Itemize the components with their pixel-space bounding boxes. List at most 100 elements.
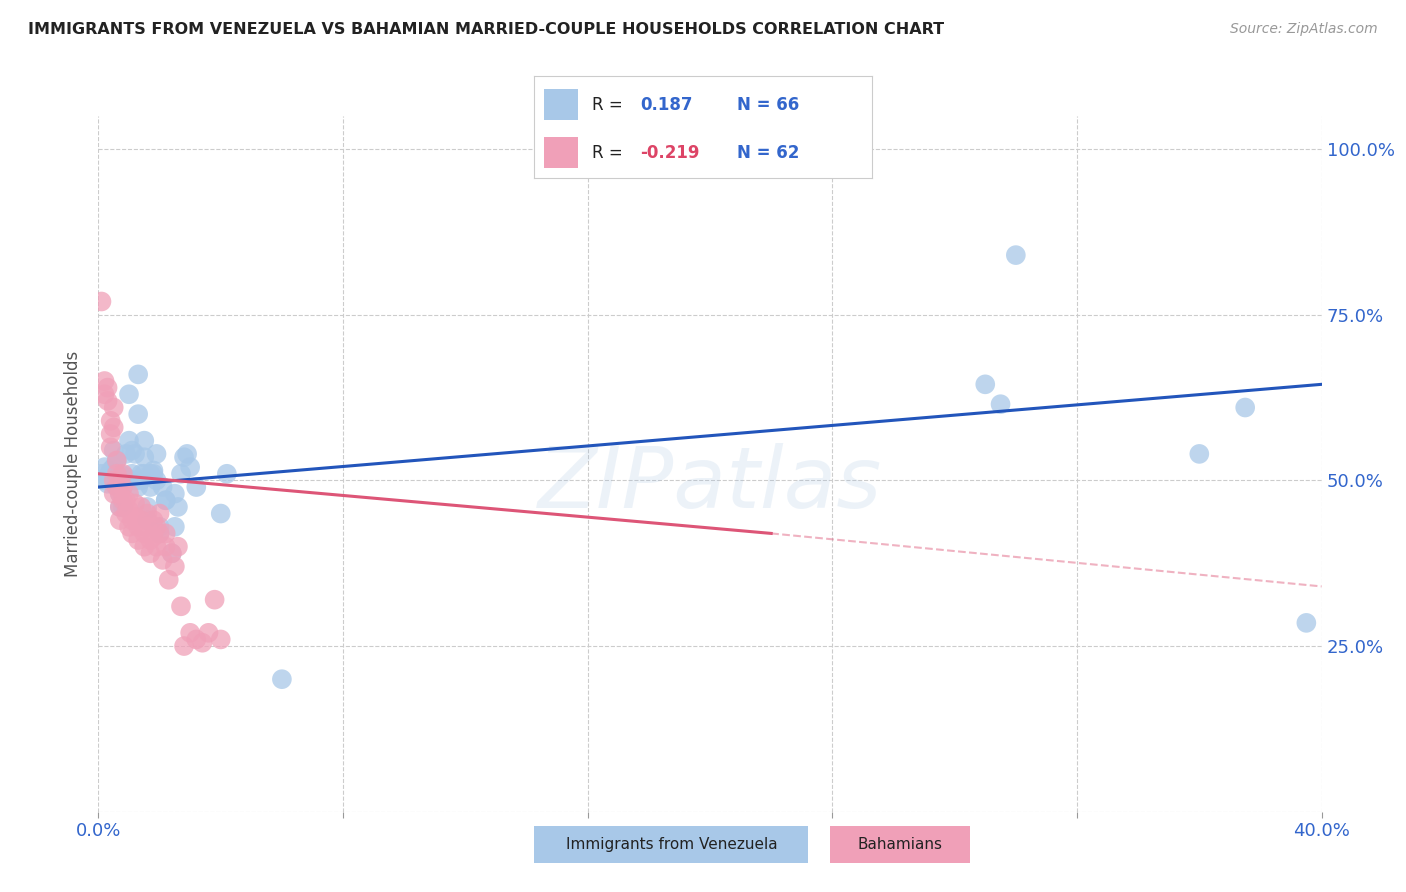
Point [163,486,186,500]
Point [115,493,138,508]
Point [124,509,146,524]
Point [149,520,172,534]
Point [111,467,134,481]
Point [136,507,159,521]
Point [115,507,138,521]
Point [100,414,122,428]
Text: R =: R = [592,144,623,161]
Text: IMMIGRANTS FROM VENEZUELA VS BAHAMIAN MARRIED-COUPLE HOUSEHOLDS CORRELATION CHAR: IMMIGRANTS FROM VENEZUELA VS BAHAMIAN MA… [28,22,945,37]
Point [121,443,143,458]
Point [142,530,165,544]
Point [108,467,131,481]
Point [100,440,122,454]
Point [129,500,152,514]
Point [173,639,195,653]
Point [1295,615,1317,630]
Point [134,450,156,465]
Point [124,497,146,511]
Point [97,470,120,484]
Point [134,526,156,541]
Point [170,599,193,614]
Point [142,463,165,477]
Point [142,513,165,527]
Point [103,460,125,475]
Point [149,526,172,541]
Point [127,533,149,547]
Point [160,546,183,560]
Point [127,368,149,382]
Point [105,480,128,494]
Point [152,553,174,567]
Point [118,503,141,517]
Point [111,493,134,508]
Point [215,467,238,481]
Point [163,520,186,534]
Point [270,672,292,686]
Text: Immigrants from Venezuela: Immigrants from Venezuela [565,838,778,852]
Point [127,480,149,494]
Point [155,493,177,508]
Point [108,486,131,500]
Point [121,467,143,481]
Point [209,632,232,647]
Point [134,540,156,554]
Point [204,592,226,607]
Point [111,474,134,488]
Point [1004,248,1026,262]
Point [142,467,165,481]
Point [139,546,162,560]
Point [124,474,146,488]
Point [191,636,214,650]
Point [136,500,159,514]
Point [145,447,167,461]
Point [118,387,141,401]
Point [90,294,112,309]
Y-axis label: Married-couple Households: Married-couple Households [65,351,83,577]
Point [105,453,128,467]
Point [136,513,159,527]
Point [108,500,131,514]
Point [108,500,131,514]
Point [129,513,152,527]
Point [97,381,120,395]
Text: N = 62: N = 62 [737,144,799,161]
Point [209,507,232,521]
Point [155,526,177,541]
Text: Bahamians: Bahamians [858,838,942,852]
Point [108,486,131,500]
Text: R =: R = [592,95,623,113]
Point [118,434,141,448]
Text: ZIPatlas: ZIPatlas [538,443,882,526]
Point [103,401,125,415]
Point [179,460,201,475]
Point [100,463,122,477]
Text: 0.187: 0.187 [641,95,693,113]
Point [115,447,138,461]
Point [124,447,146,461]
Point [152,480,174,494]
Bar [544,137,578,168]
Point [97,476,120,491]
Point [100,467,122,481]
Point [93,460,115,475]
Point [115,470,138,484]
Point [186,480,208,494]
Point [111,480,134,494]
Point [149,507,172,521]
Text: Source: ZipAtlas.com: Source: ZipAtlas.com [1230,22,1378,37]
Point [145,474,167,488]
Point [197,625,219,640]
Point [129,467,152,481]
Bar [544,89,578,120]
Point [155,540,177,554]
Point [97,393,120,408]
Point [103,486,125,500]
Point [167,540,190,554]
Point [93,474,115,488]
Point [155,493,177,508]
Point [90,467,112,481]
Point [160,546,183,560]
Point [129,474,152,488]
Point [127,407,149,421]
Point [134,434,156,448]
